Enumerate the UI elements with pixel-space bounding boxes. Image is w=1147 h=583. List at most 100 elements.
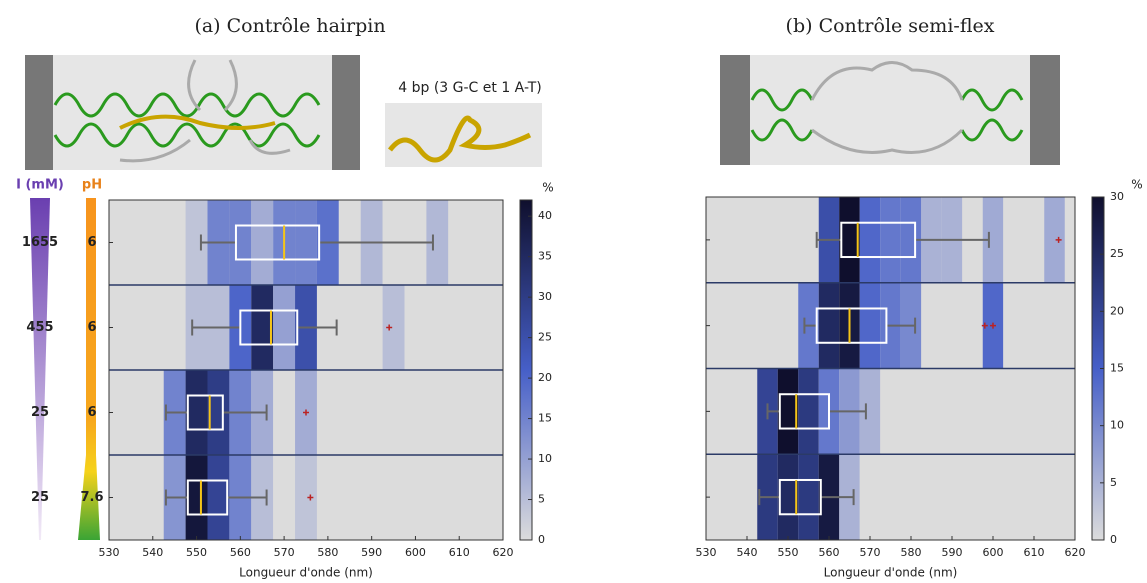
heat-cell: [921, 454, 942, 540]
x-axis-label: Longueur d'onde (nm): [824, 566, 958, 580]
heat-cell: [941, 282, 963, 369]
heat-cell: [736, 454, 758, 540]
heat-cell: [426, 285, 449, 370]
colorbar-tick-label: 15: [1110, 362, 1124, 375]
heat-cell: [163, 285, 186, 370]
row-label: 6: [87, 405, 96, 420]
heat-cell: [1044, 368, 1065, 455]
heat-cell: [163, 200, 186, 285]
heat-cell: [119, 455, 142, 540]
box: [815, 307, 888, 344]
heat-cell: [360, 455, 383, 540]
heat-cell: [859, 282, 881, 369]
outlier: [981, 322, 988, 329]
heat-cell: [207, 370, 230, 455]
heat-cell: [141, 285, 164, 370]
heat-cell: [1044, 454, 1065, 540]
heat-cell: [207, 455, 230, 540]
heat-cell: [941, 454, 963, 540]
heat-cell: [962, 454, 983, 540]
heat-cell: [1044, 282, 1065, 369]
colorbar-tick-label: 10: [538, 452, 552, 465]
x-tick-label: 550: [186, 546, 207, 559]
colorbar-tick-label: 30: [1110, 190, 1124, 203]
colorbar-label: %: [542, 181, 553, 195]
x-axis-label: Longueur d'onde (nm): [239, 566, 373, 580]
colorbar-tick-label: 30: [538, 290, 552, 303]
x-tick-label: 590: [361, 546, 382, 559]
heat-cell: [777, 197, 799, 283]
heat-cell: [962, 282, 983, 369]
x-tick-label: 570: [274, 546, 295, 559]
x-tick-label: 580: [901, 546, 922, 559]
heat-cell: [777, 454, 799, 540]
heat-cell: [818, 282, 840, 369]
heat-cell: [338, 455, 361, 540]
heat-cell: [360, 370, 383, 455]
x-tick-label: 610: [449, 546, 470, 559]
colorbar-tick-label: 5: [538, 493, 545, 506]
heat-cell: [859, 197, 881, 283]
x-tick-label: 570: [860, 546, 881, 559]
heat-cell: [273, 455, 296, 540]
colorbar-tick-label: 15: [538, 412, 552, 425]
row-label: 25: [31, 405, 49, 420]
heat-cell: [757, 197, 778, 283]
heat-cell: [426, 455, 449, 540]
heat-cell: [119, 285, 142, 370]
heat-cell: [736, 282, 758, 369]
colorbar-tick-label: 20: [538, 371, 552, 384]
gradients: [30, 198, 100, 540]
x-tick-label: 550: [778, 546, 799, 559]
x-tick-label: 620: [493, 546, 514, 559]
heat-cell: [798, 197, 819, 283]
box: [186, 479, 229, 516]
outlier: [303, 409, 309, 416]
box: [778, 393, 830, 430]
annotation: 4 bp (3 G-C et 1 A-T): [398, 80, 542, 96]
heat-cell: [119, 200, 142, 285]
heat-cell: [382, 370, 405, 455]
heat-cell: [382, 455, 405, 540]
row-label: 7.6: [80, 490, 103, 505]
heat-cell: [1003, 454, 1024, 540]
heat-cell: [470, 455, 493, 540]
heat-cell: [295, 455, 317, 540]
outlier: [990, 322, 996, 329]
heat-cell: [470, 370, 493, 455]
heat-cell: [921, 282, 942, 369]
plot-frame: [108, 199, 504, 541]
row-header: I (mM): [16, 178, 64, 193]
illustration-a: [25, 55, 542, 170]
box: [186, 394, 224, 431]
row-label: 1655: [22, 235, 58, 250]
heat-cell: [382, 285, 405, 370]
x-tick-label: 620: [1065, 546, 1086, 559]
heat-cell: [448, 455, 471, 540]
heat-cell: [251, 200, 274, 285]
box: [234, 224, 321, 261]
heat-cell: [1023, 197, 1045, 283]
x-tick-label: 540: [142, 546, 163, 559]
heat-cell: [962, 368, 983, 455]
heat-cell: [404, 370, 427, 455]
heat-cell: [470, 285, 493, 370]
heat-cell: [316, 455, 339, 540]
x-tick-label: 560: [230, 546, 251, 559]
heat-cell: [338, 370, 361, 455]
heat-cell: [736, 368, 758, 455]
heat-cell: [777, 282, 799, 369]
title: (a) Contrôle hairpin: [194, 15, 385, 37]
heat-cell: [716, 454, 737, 540]
colorbar-tick-label: 35: [538, 250, 552, 263]
colorbar-tick-label: 0: [1110, 533, 1117, 546]
heat-cell: [273, 370, 296, 455]
heat-cell: [880, 368, 901, 455]
colorbar: [519, 199, 533, 541]
heat-cell: [716, 368, 737, 455]
x-tick-label: 590: [942, 546, 963, 559]
heat-cell: [185, 200, 208, 285]
heat-cell: [448, 200, 471, 285]
heat-cell: [338, 285, 361, 370]
